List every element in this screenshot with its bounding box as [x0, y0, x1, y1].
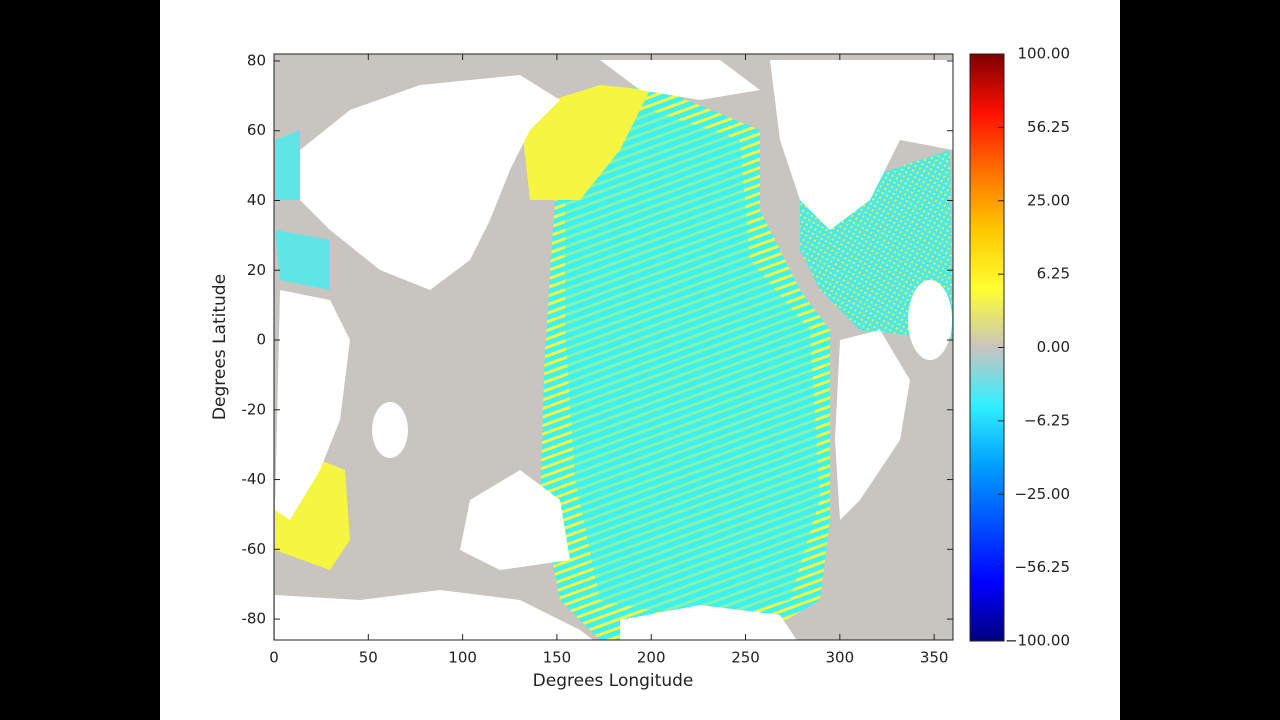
y-tick-label: 80: [247, 51, 266, 69]
colorbar-tick-label: 25.00: [1027, 191, 1070, 209]
field-pattern: [275, 230, 330, 290]
colorbar-tick-label: 0.00: [1037, 338, 1070, 356]
x-tick-label: 100: [448, 649, 477, 667]
x-tick-label: 0: [269, 649, 279, 667]
x-tick-label: 250: [731, 649, 760, 667]
x-tick-label: 200: [637, 649, 666, 667]
colorbar-tick-label: −100.00: [1005, 632, 1070, 650]
y-tick-label: 60: [247, 121, 266, 139]
colorbar-tick-label: −56.25: [1014, 558, 1070, 576]
y-tick-label: -20: [242, 400, 267, 418]
field-pattern: [565, 110, 820, 620]
field-pattern: [520, 85, 650, 200]
plot-frame: [273, 53, 954, 641]
x-tick-label: 150: [543, 649, 572, 667]
x-tick-label: 350: [920, 649, 949, 667]
colorbar-tick-label: 6.25: [1037, 265, 1070, 283]
y-tick-label: -60: [242, 540, 267, 558]
y-tick-label: 0: [256, 331, 266, 349]
y-tick-label: 40: [247, 191, 266, 209]
x-tick-label: 50: [359, 649, 378, 667]
map: [274, 54, 953, 640]
land: [275, 60, 953, 640]
y-axis-label: Degrees Latitude: [210, 274, 230, 420]
colorbar-tick-label: 100.00: [1018, 45, 1071, 63]
field-pattern: [275, 130, 300, 200]
y-tick-label: -40: [242, 470, 267, 488]
colorbar-tick-label: −6.25: [1024, 411, 1070, 429]
y-tick-label: 20: [247, 261, 266, 279]
x-axis-label: Degrees Longitude: [533, 671, 694, 691]
y-tick-label: -80: [242, 610, 267, 628]
colorbar-tick-label: 56.25: [1027, 118, 1070, 136]
x-tick-label: 300: [826, 649, 855, 667]
colorbar-tick-label: −25.00: [1014, 485, 1070, 503]
